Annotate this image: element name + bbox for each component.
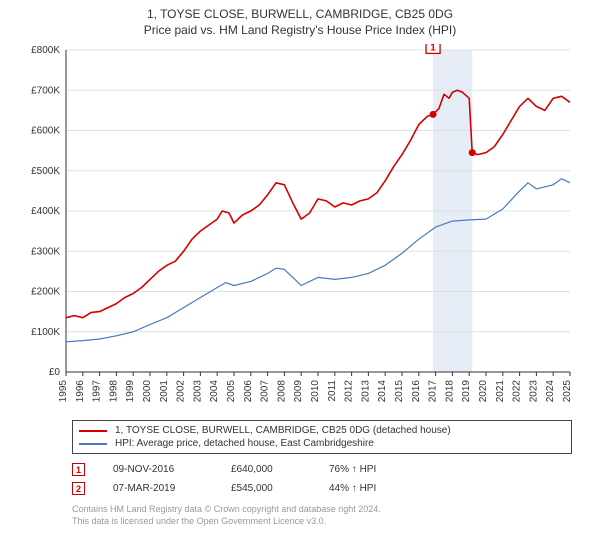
x-tick-label: 2018: [444, 380, 455, 403]
transaction-marker: 1: [72, 463, 85, 476]
x-tick-label: 2010: [310, 380, 321, 403]
y-tick-label: £200K: [31, 287, 60, 298]
x-tick-label: 2021: [495, 380, 506, 403]
legend: 1, TOYSE CLOSE, BURWELL, CAMBRIDGE, CB25…: [72, 420, 572, 454]
x-tick-label: 1999: [125, 380, 136, 403]
footnote-line-1: Contains HM Land Registry data © Crown c…: [72, 504, 586, 516]
y-tick-label: £0: [49, 367, 61, 378]
x-tick-label: 2006: [243, 380, 254, 403]
x-tick-label: 2017: [428, 380, 439, 403]
title-line-2: Price paid vs. HM Land Registry's House …: [14, 22, 586, 38]
x-tick-label: 2016: [411, 380, 422, 403]
x-tick-label: 2015: [394, 380, 405, 403]
x-tick-label: 2000: [142, 380, 153, 403]
x-tick-label: 2005: [226, 380, 237, 403]
legend-row: 1, TOYSE CLOSE, BURWELL, CAMBRIDGE, CB25…: [79, 424, 565, 437]
x-tick-label: 2014: [377, 380, 388, 403]
marker-label-1: 1: [430, 44, 436, 53]
x-tick-label: 1995: [58, 380, 69, 403]
x-tick-label: 1996: [75, 380, 86, 403]
series-hpi: [66, 179, 570, 342]
transaction-row: 1 09-NOV-2016 £640,000 76% ↑ HPI: [72, 460, 586, 479]
marker-point-1: [430, 111, 437, 118]
x-tick-label: 2024: [545, 380, 556, 403]
x-tick-label: 2007: [260, 380, 271, 403]
footnote: Contains HM Land Registry data © Crown c…: [72, 504, 586, 527]
x-tick-label: 2012: [344, 380, 355, 403]
legend-swatch: [79, 443, 107, 445]
footnote-line-2: This data is licensed under the Open Gov…: [72, 516, 586, 528]
transaction-date: 07-MAR-2019: [113, 483, 203, 494]
y-tick-label: £100K: [31, 327, 60, 338]
legend-label: 1, TOYSE CLOSE, BURWELL, CAMBRIDGE, CB25…: [115, 425, 451, 436]
plot-area: £0 £100K £200K £300K £400K £500K £600K £700K £80…: [20, 44, 580, 414]
x-tick-label: 2002: [176, 380, 187, 403]
x-tick-label: 2004: [209, 380, 220, 403]
x-tick-label: 2013: [360, 380, 371, 403]
x-tick-label: 2022: [512, 380, 523, 403]
y-tick-label: £700K: [31, 86, 60, 97]
x-tick-label: 1997: [92, 380, 103, 403]
chart-title: 1, TOYSE CLOSE, BURWELL, CAMBRIDGE, CB25…: [14, 6, 586, 38]
x-tick-label: 2003: [192, 380, 203, 403]
y-tick-label: £300K: [31, 247, 60, 258]
y-tick-label: £500K: [31, 166, 60, 177]
legend-row: HPI: Average price, detached house, East…: [79, 437, 565, 450]
x-tick-label: 2009: [293, 380, 304, 403]
marker-point-2: [469, 150, 476, 157]
transaction-date: 09-NOV-2016: [113, 464, 203, 475]
chart-svg: £0 £100K £200K £300K £400K £500K £600K £700K £80…: [20, 44, 580, 414]
x-tick-label: 2008: [276, 380, 287, 403]
x-tick-label: 1998: [108, 380, 119, 403]
x-tick-label: 2011: [327, 380, 338, 402]
x-tick-label: 2019: [461, 380, 472, 403]
title-line-1: 1, TOYSE CLOSE, BURWELL, CAMBRIDGE, CB25…: [14, 6, 586, 22]
legend-swatch: [79, 430, 107, 432]
x-tick-label: 2023: [528, 380, 539, 403]
transaction-pct: 76% ↑ HPI: [329, 464, 429, 475]
series-property: [66, 91, 570, 318]
y-tick-label: £600K: [31, 126, 60, 137]
x-tick-label: 2025: [562, 380, 573, 403]
transaction-price: £640,000: [231, 464, 301, 475]
y-tick-label: £800K: [31, 45, 60, 56]
transaction-price: £545,000: [231, 483, 301, 494]
y-tick-label: £400K: [31, 206, 60, 217]
chart-container: 1, TOYSE CLOSE, BURWELL, CAMBRIDGE, CB25…: [0, 0, 600, 532]
transaction-row: 2 07-MAR-2019 £545,000 44% ↑ HPI: [72, 479, 586, 498]
transaction-marker: 2: [72, 482, 85, 495]
legend-label: HPI: Average price, detached house, East…: [115, 438, 374, 449]
x-tick-label: 2001: [159, 380, 170, 403]
transactions-table: 1 09-NOV-2016 £640,000 76% ↑ HPI 2 07-MAR-201…: [72, 460, 586, 498]
x-tick-label: 2020: [478, 380, 489, 403]
transaction-pct: 44% ↑ HPI: [329, 483, 429, 494]
